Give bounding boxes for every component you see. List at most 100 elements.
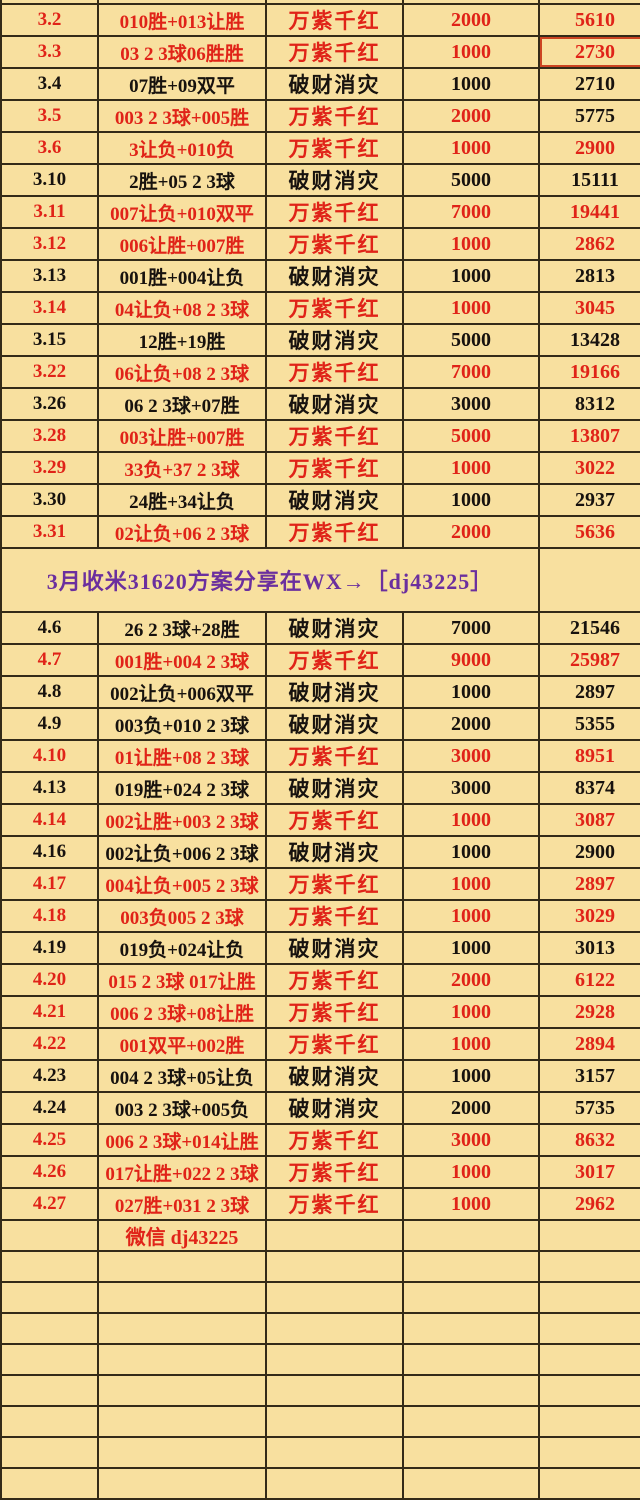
- plan-cell: 03 2 3球06胜胜: [97, 35, 267, 69]
- plan-cell: [97, 1250, 267, 1283]
- plan-cell: 010胜+013让胜: [97, 3, 267, 37]
- payout-cell: 2897: [538, 675, 640, 709]
- empty-row: [0, 1436, 640, 1469]
- stake-cell: 1000: [402, 483, 540, 517]
- plan-cell: 02让负+06 2 3球: [97, 515, 267, 549]
- stake-cell: [402, 0, 540, 5]
- stake-cell: 1000: [402, 803, 540, 837]
- stake-cell: [402, 1405, 540, 1438]
- payout-cell: 3045: [538, 291, 640, 325]
- plan-cell: 006让胜+007胜: [97, 227, 267, 261]
- date-cell: 4.8: [0, 675, 99, 709]
- stake-cell: 1000: [402, 67, 540, 101]
- stake-cell: 1000: [402, 227, 540, 261]
- plan-cell: 017让胜+022 2 3球: [97, 1155, 267, 1189]
- stake-cell: 3000: [402, 387, 540, 421]
- date-cell: 3.10: [0, 163, 99, 197]
- result-cell: 破财消灾: [265, 387, 404, 421]
- table-row: 4.26 017让胜+022 2 3球 万紫千红 1000 3017: [0, 1155, 640, 1189]
- result-cell: 破财消灾: [265, 259, 404, 293]
- stake-cell: 2000: [402, 515, 540, 549]
- payout-cell: 5636: [538, 515, 640, 549]
- banner-row: 3月收米31620方案分享在WX→［dj43225］: [0, 547, 640, 613]
- result-cell: 破财消灾: [265, 707, 404, 741]
- result-cell: [265, 0, 404, 5]
- payout-cell: 2813: [538, 259, 640, 293]
- result-cell: [265, 1312, 404, 1345]
- table-row: 3.2 010胜+013让胜 万紫千红 2000 5610: [0, 3, 640, 37]
- payout-cell: [538, 1250, 640, 1283]
- payout-cell: 3022: [538, 451, 640, 485]
- payout-cell: [538, 1343, 640, 1376]
- table-row: 4.23 004 2 3球+05让负 破财消灾 1000 3157: [0, 1059, 640, 1093]
- empty-row: [0, 1250, 640, 1283]
- payout-cell: 3157: [538, 1059, 640, 1093]
- stake-cell: 1000: [402, 1059, 540, 1093]
- plan-cell: [97, 1467, 267, 1500]
- stake-cell: 5000: [402, 419, 540, 453]
- payout-cell: 3017: [538, 1155, 640, 1189]
- payout-cell: 3029: [538, 899, 640, 933]
- stake-cell: 3000: [402, 739, 540, 773]
- table-row: 3.6 3让负+010负 万紫千红 1000 2900: [0, 131, 640, 165]
- result-cell: [265, 1405, 404, 1438]
- date-cell: 4.17: [0, 867, 99, 901]
- date-cell: 3.26: [0, 387, 99, 421]
- table-row: 4.18 003负005 2 3球 万紫千红 1000 3029: [0, 899, 640, 933]
- date-cell: 3.11: [0, 195, 99, 229]
- date-cell: [0, 1467, 99, 1500]
- stake-cell: 2000: [402, 99, 540, 133]
- result-cell: 破财消灾: [265, 835, 404, 869]
- stake-cell: [402, 1312, 540, 1345]
- plan-cell: 33负+37 2 3球: [97, 451, 267, 485]
- payout-cell: 21546: [538, 611, 640, 645]
- plan-cell: 006 2 3球+08让胜: [97, 995, 267, 1029]
- result-cell: 万紫千红: [265, 739, 404, 773]
- result-cell: 万紫千红: [265, 1027, 404, 1061]
- result-cell: 万紫千红: [265, 899, 404, 933]
- result-cell: 破财消灾: [265, 163, 404, 197]
- table-row: 3.5 003 2 3球+005胜 万紫千红 2000 5775: [0, 99, 640, 133]
- result-cell: 万紫千红: [265, 995, 404, 1029]
- date-cell: 4.7: [0, 643, 99, 677]
- result-cell: 万紫千红: [265, 515, 404, 549]
- stake-cell: [402, 1219, 540, 1252]
- plan-cell: [97, 1436, 267, 1469]
- payout-cell: 2962: [538, 1187, 640, 1221]
- date-cell: 3.15: [0, 323, 99, 357]
- payout-cell: 2928: [538, 995, 640, 1029]
- payout-cell: 13428: [538, 323, 640, 357]
- result-cell: 万紫千红: [265, 355, 404, 389]
- table-row: 4.17 004让负+005 2 3球 万紫千红 1000 2897: [0, 867, 640, 901]
- stake-cell: [402, 1281, 540, 1314]
- payout-cell: 2937: [538, 483, 640, 517]
- table-row: 4.27 027胜+031 2 3球 万紫千红 1000 2962: [0, 1187, 640, 1221]
- table-row: 3.26 06 2 3球+07胜 破财消灾 3000 8312: [0, 387, 640, 421]
- result-cell: 破财消灾: [265, 323, 404, 357]
- table-row: 3.30 24胜+34让负 破财消灾 1000 2937: [0, 483, 640, 517]
- payout-cell: 19166: [538, 355, 640, 389]
- plan-cell: 001胜+004 2 3球: [97, 643, 267, 677]
- date-cell: 4.9: [0, 707, 99, 741]
- stake-cell: 3000: [402, 771, 540, 805]
- payout-cell: 2897: [538, 867, 640, 901]
- date-cell: 4.27: [0, 1187, 99, 1221]
- table-row: 3.28 003让胜+007胜 万紫千红 5000 13807: [0, 419, 640, 453]
- date-cell: 4.16: [0, 835, 99, 869]
- stake-cell: 1000: [402, 899, 540, 933]
- result-cell: [265, 1250, 404, 1283]
- plan-cell: 12胜+19胜: [97, 323, 267, 357]
- empty-row: [0, 1467, 640, 1500]
- result-cell: [265, 1436, 404, 1469]
- stake-cell: 1000: [402, 675, 540, 709]
- payout-cell: 2730: [538, 35, 640, 69]
- plan-cell: 001胜+004让负: [97, 259, 267, 293]
- plan-cell: 003 2 3球+005负: [97, 1091, 267, 1125]
- result-cell: 万紫千红: [265, 867, 404, 901]
- payout-cell: 2900: [538, 835, 640, 869]
- date-cell: 4.24: [0, 1091, 99, 1125]
- payout-cell: 5355: [538, 707, 640, 741]
- payout-cell: 3013: [538, 931, 640, 965]
- stake-cell: [402, 1250, 540, 1283]
